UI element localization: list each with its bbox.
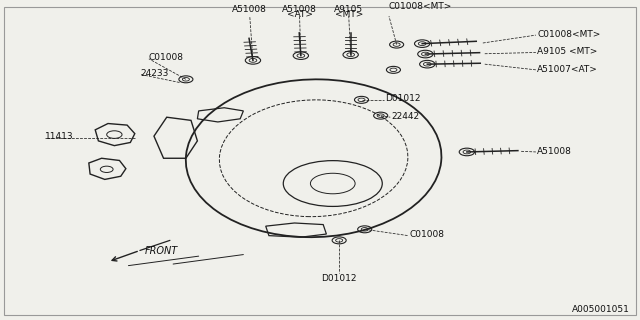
Text: A9105: A9105 — [334, 4, 364, 14]
Text: C01008<MT>: C01008<MT> — [537, 30, 600, 39]
Text: A51007<AT>: A51007<AT> — [537, 65, 598, 74]
Text: FRONT: FRONT — [145, 246, 178, 256]
Text: D01012: D01012 — [321, 274, 357, 283]
Text: A51008: A51008 — [232, 4, 267, 14]
Text: A51008: A51008 — [537, 147, 572, 156]
Text: A005001051: A005001051 — [572, 305, 630, 314]
Text: <AT>: <AT> — [287, 10, 312, 19]
Text: 22442: 22442 — [392, 112, 420, 121]
Text: C01008<MT>: C01008<MT> — [389, 3, 452, 12]
Text: A9105 <MT>: A9105 <MT> — [537, 47, 598, 56]
Text: C01008: C01008 — [410, 230, 444, 239]
Text: D01012: D01012 — [385, 94, 420, 103]
Text: A51008: A51008 — [282, 4, 317, 14]
Text: 24233: 24233 — [140, 69, 168, 78]
Text: <MT>: <MT> — [335, 10, 363, 19]
Text: C01008: C01008 — [149, 53, 184, 62]
Text: 11413: 11413 — [45, 132, 74, 141]
